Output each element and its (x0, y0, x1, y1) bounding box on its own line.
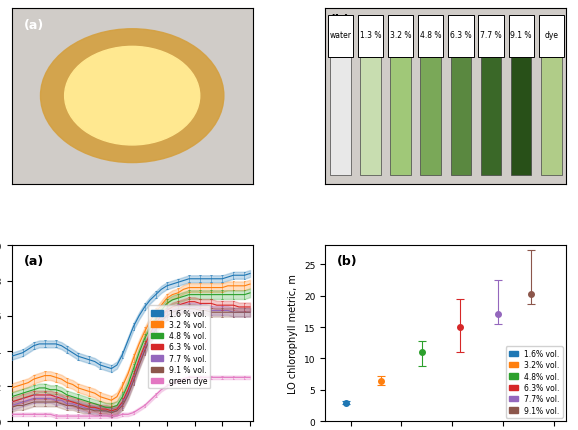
Text: 4.8 %: 4.8 % (420, 31, 442, 40)
Text: 6.3 %: 6.3 % (450, 31, 472, 40)
Text: 3.2 %: 3.2 % (390, 31, 412, 40)
Text: dye: dye (544, 31, 558, 40)
Text: water: water (329, 31, 351, 40)
Legend: 1.6 % vol., 3.2 % vol., 4.8 % vol., 6.3 % vol., 7.7 % vol., 9.1 % vol., green dy: 1.6 % vol., 3.2 % vol., 4.8 % vol., 6.3 … (148, 306, 210, 388)
FancyBboxPatch shape (358, 15, 383, 58)
FancyBboxPatch shape (448, 15, 473, 58)
Text: (a): (a) (24, 255, 44, 267)
Bar (420, 58, 441, 175)
Bar (451, 58, 471, 175)
Text: (b): (b) (330, 14, 351, 27)
FancyBboxPatch shape (328, 15, 353, 58)
Bar (360, 58, 381, 175)
FancyBboxPatch shape (418, 15, 443, 58)
Y-axis label: LO chlorophyll metric, m: LO chlorophyll metric, m (288, 274, 298, 393)
Legend: 1.6% vol., 3.2% vol., 4.8% vol., 6.3% vol., 7.7% vol., 9.1% vol.: 1.6% vol., 3.2% vol., 4.8% vol., 6.3% vo… (506, 346, 562, 418)
Text: 1.3 %: 1.3 % (360, 31, 381, 40)
Text: 9.1 %: 9.1 % (510, 31, 532, 40)
Text: (b): (b) (337, 255, 358, 267)
Text: 7.7 %: 7.7 % (480, 31, 502, 40)
Bar (481, 58, 501, 175)
FancyBboxPatch shape (509, 15, 534, 58)
Bar (390, 58, 411, 175)
FancyBboxPatch shape (388, 15, 413, 58)
Text: (a): (a) (24, 19, 44, 32)
Circle shape (40, 30, 224, 163)
Bar (330, 58, 350, 175)
FancyBboxPatch shape (539, 15, 564, 58)
Bar (511, 58, 531, 175)
FancyBboxPatch shape (479, 15, 503, 58)
Bar (541, 58, 562, 175)
Circle shape (65, 47, 200, 146)
